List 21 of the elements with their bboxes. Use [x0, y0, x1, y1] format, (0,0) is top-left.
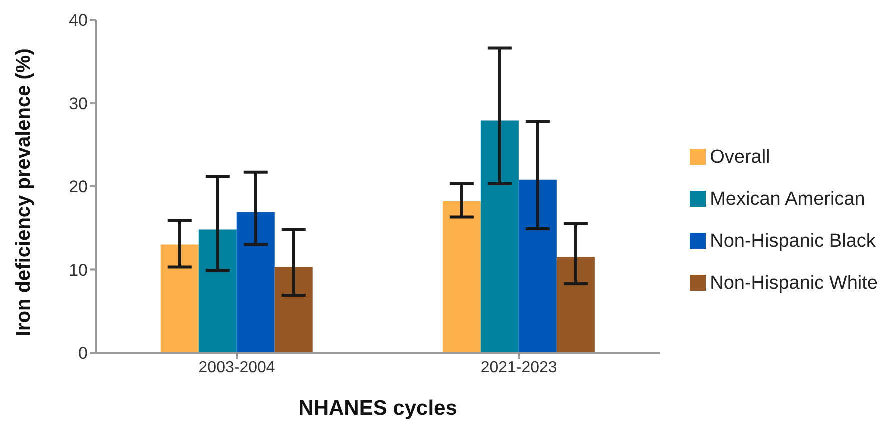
bar: [442, 201, 481, 353]
bar: [274, 267, 313, 353]
x-tick-label: 2021-2023: [480, 359, 558, 376]
y-axis-title: Iron deficiency prevalence (%): [13, 48, 36, 336]
bar: [160, 244, 199, 353]
y-tick-label: 10: [69, 260, 88, 280]
bar: [198, 230, 237, 353]
bar: [518, 180, 557, 353]
bar: [236, 212, 275, 353]
y-tick-label: 30: [69, 94, 88, 114]
legend-label: Non-Hispanic Black: [710, 230, 876, 252]
y-tick-label: 0: [78, 344, 88, 364]
legend-label: Overall: [710, 146, 770, 168]
x-axis-title: NHANES cycles: [298, 397, 458, 420]
y-tick-label: 40: [69, 11, 88, 30]
y-tick-label: 20: [69, 178, 88, 197]
legend-label: Non-Hispanic White: [710, 272, 878, 294]
bar: [556, 257, 595, 353]
bar: [480, 120, 519, 353]
legend-label: Mexican American: [710, 188, 866, 210]
x-tick-label: 2003-2004: [198, 359, 276, 376]
